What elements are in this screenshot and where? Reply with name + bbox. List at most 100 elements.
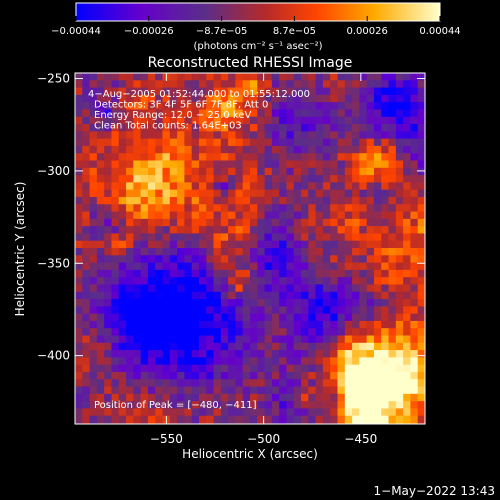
heatmap-cell [257,386,266,395]
heatmap-cell [315,102,324,111]
heatmap-cell [228,306,237,315]
heatmap-cell [308,204,317,213]
heatmap-cell [111,393,120,402]
heatmap-cell [191,233,200,242]
heatmap-cell [315,87,324,96]
heatmap-cell [220,160,229,169]
heatmap-cell [89,182,98,191]
heatmap-cell [169,116,178,125]
heatmap-cell [322,393,331,402]
heatmap-cell [89,94,98,103]
heatmap-cell [315,306,324,315]
heatmap-cell [96,277,105,286]
heatmap-cell [322,328,331,337]
heatmap-cell [301,408,309,417]
heatmap-cell [235,124,244,132]
heatmap-cell [250,371,258,380]
heatmap-cell [330,204,339,213]
heatmap-cell [403,131,412,140]
heatmap-cell [169,408,178,417]
heatmap-cell [82,386,91,395]
heatmap-cell [286,87,295,96]
heatmap-cell [250,393,258,402]
heatmap-cell [410,167,419,176]
heatmap-cell [301,160,309,169]
heatmap-cell [264,269,273,278]
heatmap-cell [330,291,339,300]
heatmap-cell [410,226,419,235]
heatmap-cell [403,189,412,198]
heatmap-cell [271,145,280,154]
heatmap-cell [279,189,288,198]
heatmap-cell [417,218,425,227]
heatmap-cell [322,284,331,293]
heatmap-cell [96,196,105,205]
heatmap-cell [75,175,83,183]
heatmap-cell [410,306,419,315]
heatmap-cell [337,313,346,322]
heatmap-cell [352,124,360,132]
heatmap-cell [235,196,244,205]
heatmap-cell [111,109,120,118]
heatmap-cell [381,138,390,147]
heatmap-cell [308,401,317,410]
heatmap-cell [330,248,339,256]
heatmap-cell [301,328,309,337]
heatmap-cell [330,335,339,344]
heatmap-cell [279,393,288,402]
heatmap-cell [82,262,91,271]
heatmap-cell [352,211,360,220]
heatmap-cell [82,291,91,300]
heatmap-cell [286,94,295,103]
heatmap-cell [366,313,375,322]
heatmap-cell [271,189,280,198]
heatmap-cell [308,306,317,315]
heatmap-cell [162,335,171,344]
heatmap-cell [315,109,324,118]
heatmap-cell [177,328,185,337]
heatmap-cell [264,248,273,256]
heatmap-cell [257,145,266,154]
heatmap-cell [257,153,266,162]
heatmap-cell [286,342,295,351]
heatmap-cell [213,291,222,300]
heatmap-cell [213,73,222,81]
heatmap-cell [235,320,244,329]
heatmap-cell [82,371,91,380]
heatmap-cell [257,80,266,89]
heatmap-cell [366,328,375,337]
heatmap-cell [82,182,91,191]
heatmap-cell [140,196,149,205]
heatmap-cell [198,233,207,242]
heatmap-cell [140,401,149,410]
heatmap-cell [293,342,302,351]
heatmap-cell [75,248,83,256]
heatmap-cell [250,248,258,256]
heatmap-cell [206,160,215,169]
heatmap-cell [191,335,200,344]
heatmap-cell [184,342,193,351]
heatmap-cell [184,233,193,242]
heatmap-cell [228,350,237,358]
heatmap-cell [75,291,83,300]
heatmap-cell [220,80,229,89]
heatmap-cell [315,189,324,198]
heatmap-cell [213,226,222,235]
heatmap-cell [213,408,222,417]
heatmap-cell [235,102,244,111]
heatmap-cell [403,335,412,344]
heatmap-cell [330,342,339,351]
heatmap-cell [301,371,309,380]
heatmap-cell [140,393,149,402]
heatmap-cell [337,233,346,242]
heatmap-cell [359,342,368,351]
heatmap-cell [286,138,295,147]
heatmap-cell [213,371,222,380]
heatmap-cell [126,109,134,118]
heatmap-cell [213,116,222,125]
heatmap-cell [169,357,178,366]
heatmap-cell [96,116,105,125]
heatmap-cell [322,167,331,176]
heatmap-cell [352,240,360,249]
heatmap-cell [315,313,324,322]
